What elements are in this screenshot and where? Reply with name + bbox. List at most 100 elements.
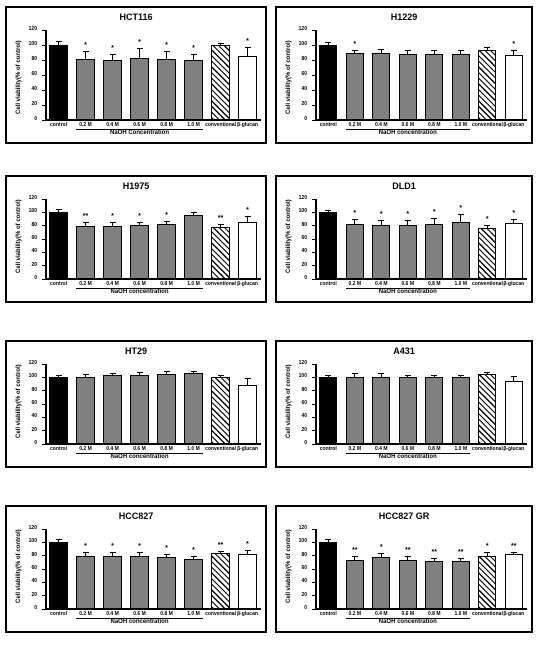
x-axis-label: NaOH concentration	[346, 454, 470, 460]
y-tick	[312, 529, 315, 530]
error-cap	[56, 375, 62, 376]
chart-panel-hct116: HCT116******020406080100120Cell viabilit…	[5, 6, 267, 144]
bar-0.6M	[399, 54, 417, 120]
bar-0.6M	[130, 58, 148, 120]
error-cap	[137, 48, 143, 49]
y-tick	[312, 239, 315, 240]
category-label: β-glucan	[232, 446, 263, 452]
bar-1.0M	[452, 561, 470, 609]
error-cap	[83, 552, 89, 553]
y-tick	[42, 555, 45, 556]
y-axis	[315, 364, 317, 444]
error-cap	[325, 42, 331, 43]
error-cap	[110, 54, 116, 55]
y-tick	[42, 569, 45, 570]
y-tick	[42, 225, 45, 226]
significance-marker: **	[397, 547, 419, 554]
bar-0.2M	[76, 556, 94, 609]
bar-0.4M	[103, 60, 121, 120]
significance-marker: *	[155, 545, 177, 552]
y-axis-label: Cell viability(% of control)	[16, 365, 22, 439]
error-cap	[191, 212, 197, 213]
y-axis	[315, 30, 317, 120]
bar-0.4M	[103, 375, 121, 444]
bar-control	[49, 542, 67, 609]
chart-panel-hcc827-gr: HCC827 GR************020406080100120Cell…	[275, 505, 533, 633]
y-tick	[312, 444, 315, 445]
error-cap	[458, 375, 464, 376]
error-cap	[110, 552, 116, 553]
bar-1.0M	[452, 54, 470, 120]
bar-beta-glucan	[238, 385, 256, 444]
error-cap	[56, 209, 62, 210]
bar-0.8M	[157, 224, 175, 279]
y-tick	[42, 377, 45, 378]
bar-conventional	[211, 377, 229, 444]
bar-0.8M	[157, 59, 175, 121]
bar-0.2M	[346, 560, 364, 609]
error-cap	[164, 371, 170, 372]
error-cap	[325, 210, 331, 211]
plot-area: **	[315, 30, 527, 120]
bar-0.2M	[76, 59, 94, 121]
y-tick-label: 0	[287, 116, 307, 122]
bar-0.6M	[130, 225, 148, 279]
bar-control	[319, 542, 337, 609]
error-cap	[431, 375, 437, 376]
chart-title: HCC827 GR	[277, 511, 531, 521]
bar-0.6M	[399, 225, 417, 279]
y-axis-label: Cell viability(% of control)	[286, 365, 292, 439]
significance-marker: *	[74, 42, 96, 49]
category-label: β-glucan	[499, 611, 530, 617]
y-tick	[42, 279, 45, 280]
chart-title: HCC827	[7, 511, 265, 521]
y-tick	[312, 30, 315, 31]
bar-1.0M	[184, 215, 202, 279]
error-cap	[511, 376, 517, 377]
error-cap	[431, 50, 437, 51]
significance-marker: *	[128, 213, 150, 220]
bar-beta-glucan	[505, 381, 523, 444]
y-tick	[42, 90, 45, 91]
bar-0.6M	[130, 375, 148, 444]
error-bar	[139, 48, 140, 58]
error-cap	[352, 373, 358, 374]
error-cap	[405, 375, 411, 376]
significance-marker: *	[370, 211, 392, 218]
chart-title: H1229	[277, 12, 531, 22]
significance-marker: *	[476, 543, 498, 550]
bar-0.2M	[346, 53, 364, 120]
significance-marker: *	[344, 41, 366, 48]
plot-area: ********	[45, 199, 261, 279]
bar-1.0M	[184, 60, 202, 120]
error-cap	[405, 220, 411, 221]
y-tick	[42, 239, 45, 240]
error-cap	[137, 222, 143, 223]
y-tick	[42, 444, 45, 445]
x-axis-label: NaOH concentration	[346, 289, 470, 295]
error-cap	[378, 49, 384, 50]
y-tick	[42, 364, 45, 365]
bar-beta-glucan	[238, 222, 256, 279]
chart-panel-a431: A431020406080100120Cell viability(% of c…	[275, 340, 533, 468]
plot-area: ********	[45, 529, 261, 609]
chart-title: H1975	[7, 181, 265, 191]
y-tick	[312, 390, 315, 391]
bar-0.8M	[157, 374, 175, 444]
y-tick	[42, 390, 45, 391]
bar-0.4M	[372, 225, 390, 279]
y-axis	[45, 30, 47, 120]
error-cap	[431, 218, 437, 219]
y-tick	[312, 569, 315, 570]
y-tick	[312, 430, 315, 431]
error-cap	[83, 222, 89, 223]
error-cap	[405, 50, 411, 51]
y-tick	[42, 75, 45, 76]
y-axis-label: Cell viability(% of control)	[16, 40, 22, 114]
y-tick	[312, 90, 315, 91]
y-tick	[312, 555, 315, 556]
y-tick	[312, 75, 315, 76]
y-tick	[312, 265, 315, 266]
bar-conventional	[478, 228, 496, 279]
bar-control	[49, 45, 67, 120]
